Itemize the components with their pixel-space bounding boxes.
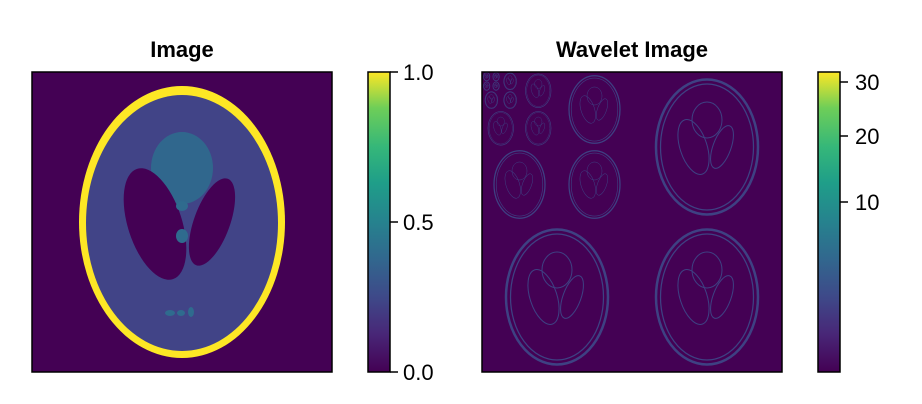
small-spot-middle	[176, 229, 188, 243]
wavelet-background	[482, 72, 782, 372]
wavelet-band-l1-diagonal	[568, 150, 621, 219]
wavelet-cbar-label-10: 10	[855, 190, 879, 215]
small-spot-low-1	[165, 310, 175, 316]
wavelet-band-l2-diagonal	[525, 111, 552, 146]
wavelet-colorbar-ticks: 10 20 30	[840, 70, 879, 215]
wavelet-band-l3-horizontal	[503, 72, 517, 91]
central-blob	[151, 132, 213, 204]
chart-title-wavelet: Wavelet Image	[556, 37, 708, 62]
small-spot-low-3	[188, 307, 194, 317]
chart-title-image: Image	[150, 37, 214, 62]
wavelet-band-l2-horizontal	[525, 73, 552, 108]
image-frame	[31, 71, 333, 373]
wavelet-cbar-label-20: 20	[855, 124, 879, 149]
image-cbar-label-1: 0.5	[403, 210, 434, 235]
wavelet-band-l3-vertical	[484, 91, 499, 109]
wavelet-band-l0-vertical	[504, 228, 610, 366]
right-ventricle	[188, 178, 236, 266]
left-ventricle	[123, 168, 187, 280]
wavelet-band-l1-vertical	[493, 150, 546, 219]
image-colorbar	[367, 71, 391, 373]
image-cbar-label-0: 0.0	[403, 360, 434, 385]
wavelet-band-l2-vertical	[487, 111, 514, 146]
wavelet-band-l4-diagonal	[492, 81, 500, 91]
wavelet-band-l1-horizontal	[568, 75, 621, 144]
image-heatmap	[32, 72, 332, 372]
image-cbar-label-2: 1.0	[403, 60, 434, 85]
wavelet-frame	[481, 71, 783, 373]
small-spot-upper	[176, 201, 188, 211]
wavelet-tiles	[483, 72, 760, 366]
small-spot-low-2	[177, 310, 185, 316]
wavelet-band-l0-diagonal	[654, 228, 760, 366]
wavelet-cbar-label-30: 30	[855, 70, 879, 95]
wavelet-heatmap	[482, 72, 782, 372]
image-colorbar-ticks: 0.0 0.5 1.0	[390, 60, 434, 385]
wavelet-band-l3-diagonal	[503, 91, 517, 109]
wavelet-colorbar	[817, 71, 841, 373]
wavelet-band-l4-vertical	[483, 81, 491, 91]
wavelet-band-l0-horizontal	[654, 78, 760, 216]
